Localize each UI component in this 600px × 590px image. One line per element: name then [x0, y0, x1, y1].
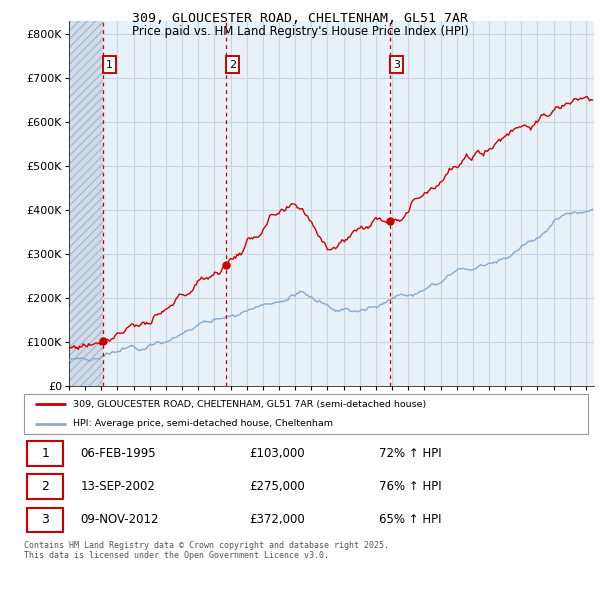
Text: 72% ↑ HPI: 72% ↑ HPI	[379, 447, 442, 460]
Text: £372,000: £372,000	[250, 513, 305, 526]
Text: HPI: Average price, semi-detached house, Cheltenham: HPI: Average price, semi-detached house,…	[73, 419, 333, 428]
Text: 65% ↑ HPI: 65% ↑ HPI	[379, 513, 442, 526]
Text: £103,000: £103,000	[250, 447, 305, 460]
Text: 309, GLOUCESTER ROAD, CHELTENHAM, GL51 7AR (semi-detached house): 309, GLOUCESTER ROAD, CHELTENHAM, GL51 7…	[73, 400, 427, 409]
Text: 76% ↑ HPI: 76% ↑ HPI	[379, 480, 442, 493]
Text: 09-NOV-2012: 09-NOV-2012	[80, 513, 159, 526]
Text: 2: 2	[41, 480, 49, 493]
FancyBboxPatch shape	[24, 394, 588, 434]
Text: 3: 3	[41, 513, 49, 526]
Text: 13-SEP-2002: 13-SEP-2002	[80, 480, 155, 493]
FancyBboxPatch shape	[27, 441, 64, 466]
Text: 3: 3	[393, 60, 400, 70]
Text: £275,000: £275,000	[250, 480, 305, 493]
Text: 1: 1	[41, 447, 49, 460]
Bar	[69, 21, 103, 386]
Text: 2: 2	[229, 60, 236, 70]
Text: 1: 1	[106, 60, 113, 70]
FancyBboxPatch shape	[27, 474, 64, 499]
Text: Price paid vs. HM Land Registry's House Price Index (HPI): Price paid vs. HM Land Registry's House …	[131, 25, 469, 38]
Text: 309, GLOUCESTER ROAD, CHELTENHAM, GL51 7AR: 309, GLOUCESTER ROAD, CHELTENHAM, GL51 7…	[132, 12, 468, 25]
FancyBboxPatch shape	[27, 507, 64, 532]
Text: Contains HM Land Registry data © Crown copyright and database right 2025.
This d: Contains HM Land Registry data © Crown c…	[24, 541, 389, 560]
Text: 06-FEB-1995: 06-FEB-1995	[80, 447, 156, 460]
